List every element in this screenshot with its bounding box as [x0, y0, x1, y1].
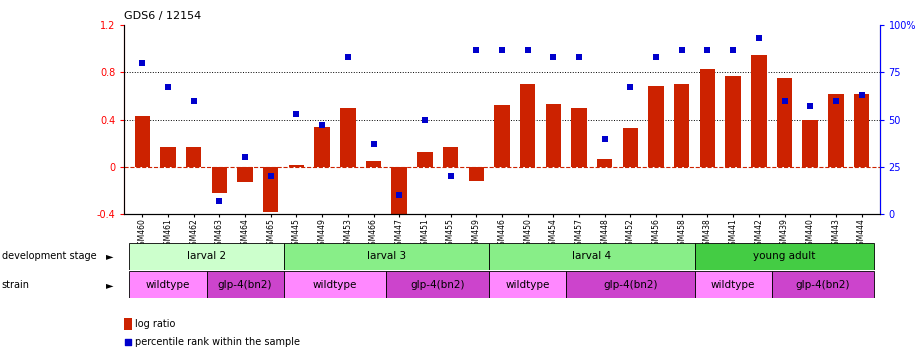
- Point: [186, 98, 201, 104]
- Point: [623, 85, 637, 90]
- Text: glp-4(bn2): glp-4(bn2): [603, 280, 658, 290]
- Point: [289, 111, 304, 117]
- Point: [777, 98, 792, 104]
- Bar: [623, 128, 638, 167]
- Text: wildtype: wildtype: [711, 280, 755, 290]
- Bar: [340, 108, 356, 167]
- Bar: [134, 116, 150, 167]
- Point: [648, 54, 663, 60]
- Bar: [289, 165, 304, 167]
- Bar: [752, 55, 766, 167]
- Bar: [726, 76, 740, 167]
- Text: development stage: development stage: [2, 251, 97, 261]
- Bar: [124, 318, 132, 330]
- Text: wildtype: wildtype: [313, 280, 357, 290]
- Bar: [130, 271, 206, 298]
- Bar: [206, 271, 284, 298]
- Point: [495, 47, 509, 52]
- Bar: [314, 127, 330, 167]
- Bar: [263, 167, 278, 212]
- Point: [598, 136, 612, 141]
- Point: [803, 104, 818, 109]
- Text: glp-4(bn2): glp-4(bn2): [796, 280, 850, 290]
- Point: [135, 60, 150, 66]
- Bar: [284, 243, 489, 270]
- Point: [212, 198, 227, 204]
- Point: [752, 35, 766, 41]
- Bar: [700, 69, 715, 167]
- Bar: [597, 159, 612, 167]
- Text: log ratio: log ratio: [134, 319, 175, 329]
- Point: [546, 54, 561, 60]
- Bar: [854, 94, 869, 167]
- Bar: [469, 167, 484, 181]
- Point: [417, 117, 432, 122]
- Bar: [828, 94, 844, 167]
- Point: [160, 85, 175, 90]
- Bar: [391, 167, 407, 217]
- Point: [367, 141, 381, 147]
- Point: [263, 174, 278, 179]
- Point: [391, 192, 406, 198]
- Point: [674, 47, 689, 52]
- Bar: [489, 243, 694, 270]
- Text: glp-4(bn2): glp-4(bn2): [218, 280, 273, 290]
- Point: [238, 155, 252, 160]
- Bar: [566, 271, 694, 298]
- Point: [700, 47, 715, 52]
- Bar: [495, 105, 509, 167]
- Bar: [694, 243, 874, 270]
- Point: [520, 47, 535, 52]
- Text: larval 4: larval 4: [572, 251, 612, 261]
- Point: [341, 54, 356, 60]
- Bar: [694, 271, 772, 298]
- Bar: [772, 271, 874, 298]
- Bar: [674, 84, 690, 167]
- Point: [726, 47, 740, 52]
- Text: wildtype: wildtype: [146, 280, 191, 290]
- Text: ►: ►: [106, 251, 113, 261]
- Text: young adult: young adult: [753, 251, 816, 261]
- Point: [358, 258, 373, 263]
- Point: [443, 174, 458, 179]
- Point: [469, 47, 484, 52]
- Text: larval 3: larval 3: [367, 251, 406, 261]
- Bar: [386, 271, 489, 298]
- Bar: [186, 147, 202, 167]
- Bar: [648, 86, 664, 167]
- Text: larval 2: larval 2: [187, 251, 226, 261]
- Text: ►: ►: [106, 280, 113, 290]
- Bar: [571, 108, 587, 167]
- Bar: [366, 161, 381, 167]
- Bar: [212, 167, 227, 193]
- Bar: [489, 271, 566, 298]
- Bar: [776, 78, 792, 167]
- Text: percentile rank within the sample: percentile rank within the sample: [134, 337, 299, 347]
- Bar: [802, 120, 818, 167]
- Bar: [443, 147, 459, 167]
- Bar: [130, 243, 284, 270]
- Text: wildtype: wildtype: [506, 280, 550, 290]
- Text: strain: strain: [2, 280, 29, 290]
- Bar: [520, 84, 535, 167]
- Point: [315, 122, 330, 128]
- Point: [854, 92, 869, 98]
- Bar: [238, 167, 252, 182]
- Bar: [284, 271, 386, 298]
- Bar: [545, 104, 561, 167]
- Point: [572, 54, 587, 60]
- Text: GDS6 / 12154: GDS6 / 12154: [124, 11, 202, 21]
- Point: [829, 98, 844, 104]
- Bar: [160, 147, 176, 167]
- Bar: [417, 151, 433, 167]
- Text: glp-4(bn2): glp-4(bn2): [411, 280, 465, 290]
